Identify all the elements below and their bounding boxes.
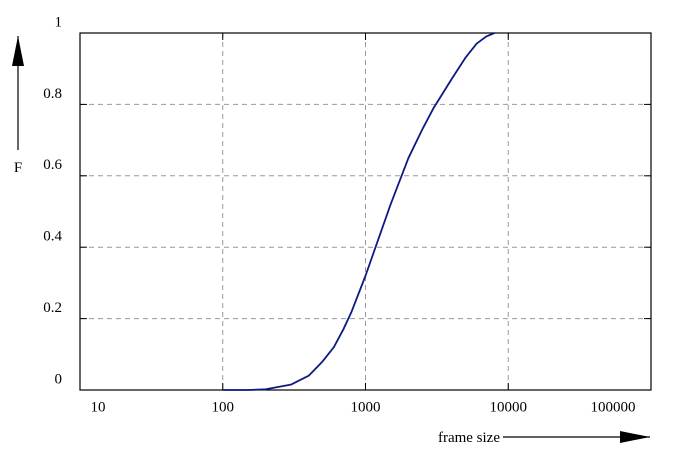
y-tick-label: 0.4 (43, 229, 62, 245)
plot-frame (79, 32, 652, 391)
x-tick-label: 100 (212, 399, 235, 415)
x-tick-label: 10000 (490, 399, 528, 415)
data-line (222, 32, 495, 391)
y-tick-label: 0.8 (43, 86, 62, 102)
x-tick-label: 1000 (351, 399, 381, 415)
x-tick-label: 100000 (591, 399, 636, 415)
y-tick-label: 0 (55, 371, 63, 387)
y-tick-label: 0.6 (43, 157, 62, 173)
y-axis-label: F (14, 160, 22, 176)
x-axis-label: frame size (438, 430, 500, 446)
y-tick-label: 0.2 (43, 300, 62, 316)
y-tick-label: 1 (55, 14, 63, 30)
x-tick-label: 10 (91, 399, 106, 415)
